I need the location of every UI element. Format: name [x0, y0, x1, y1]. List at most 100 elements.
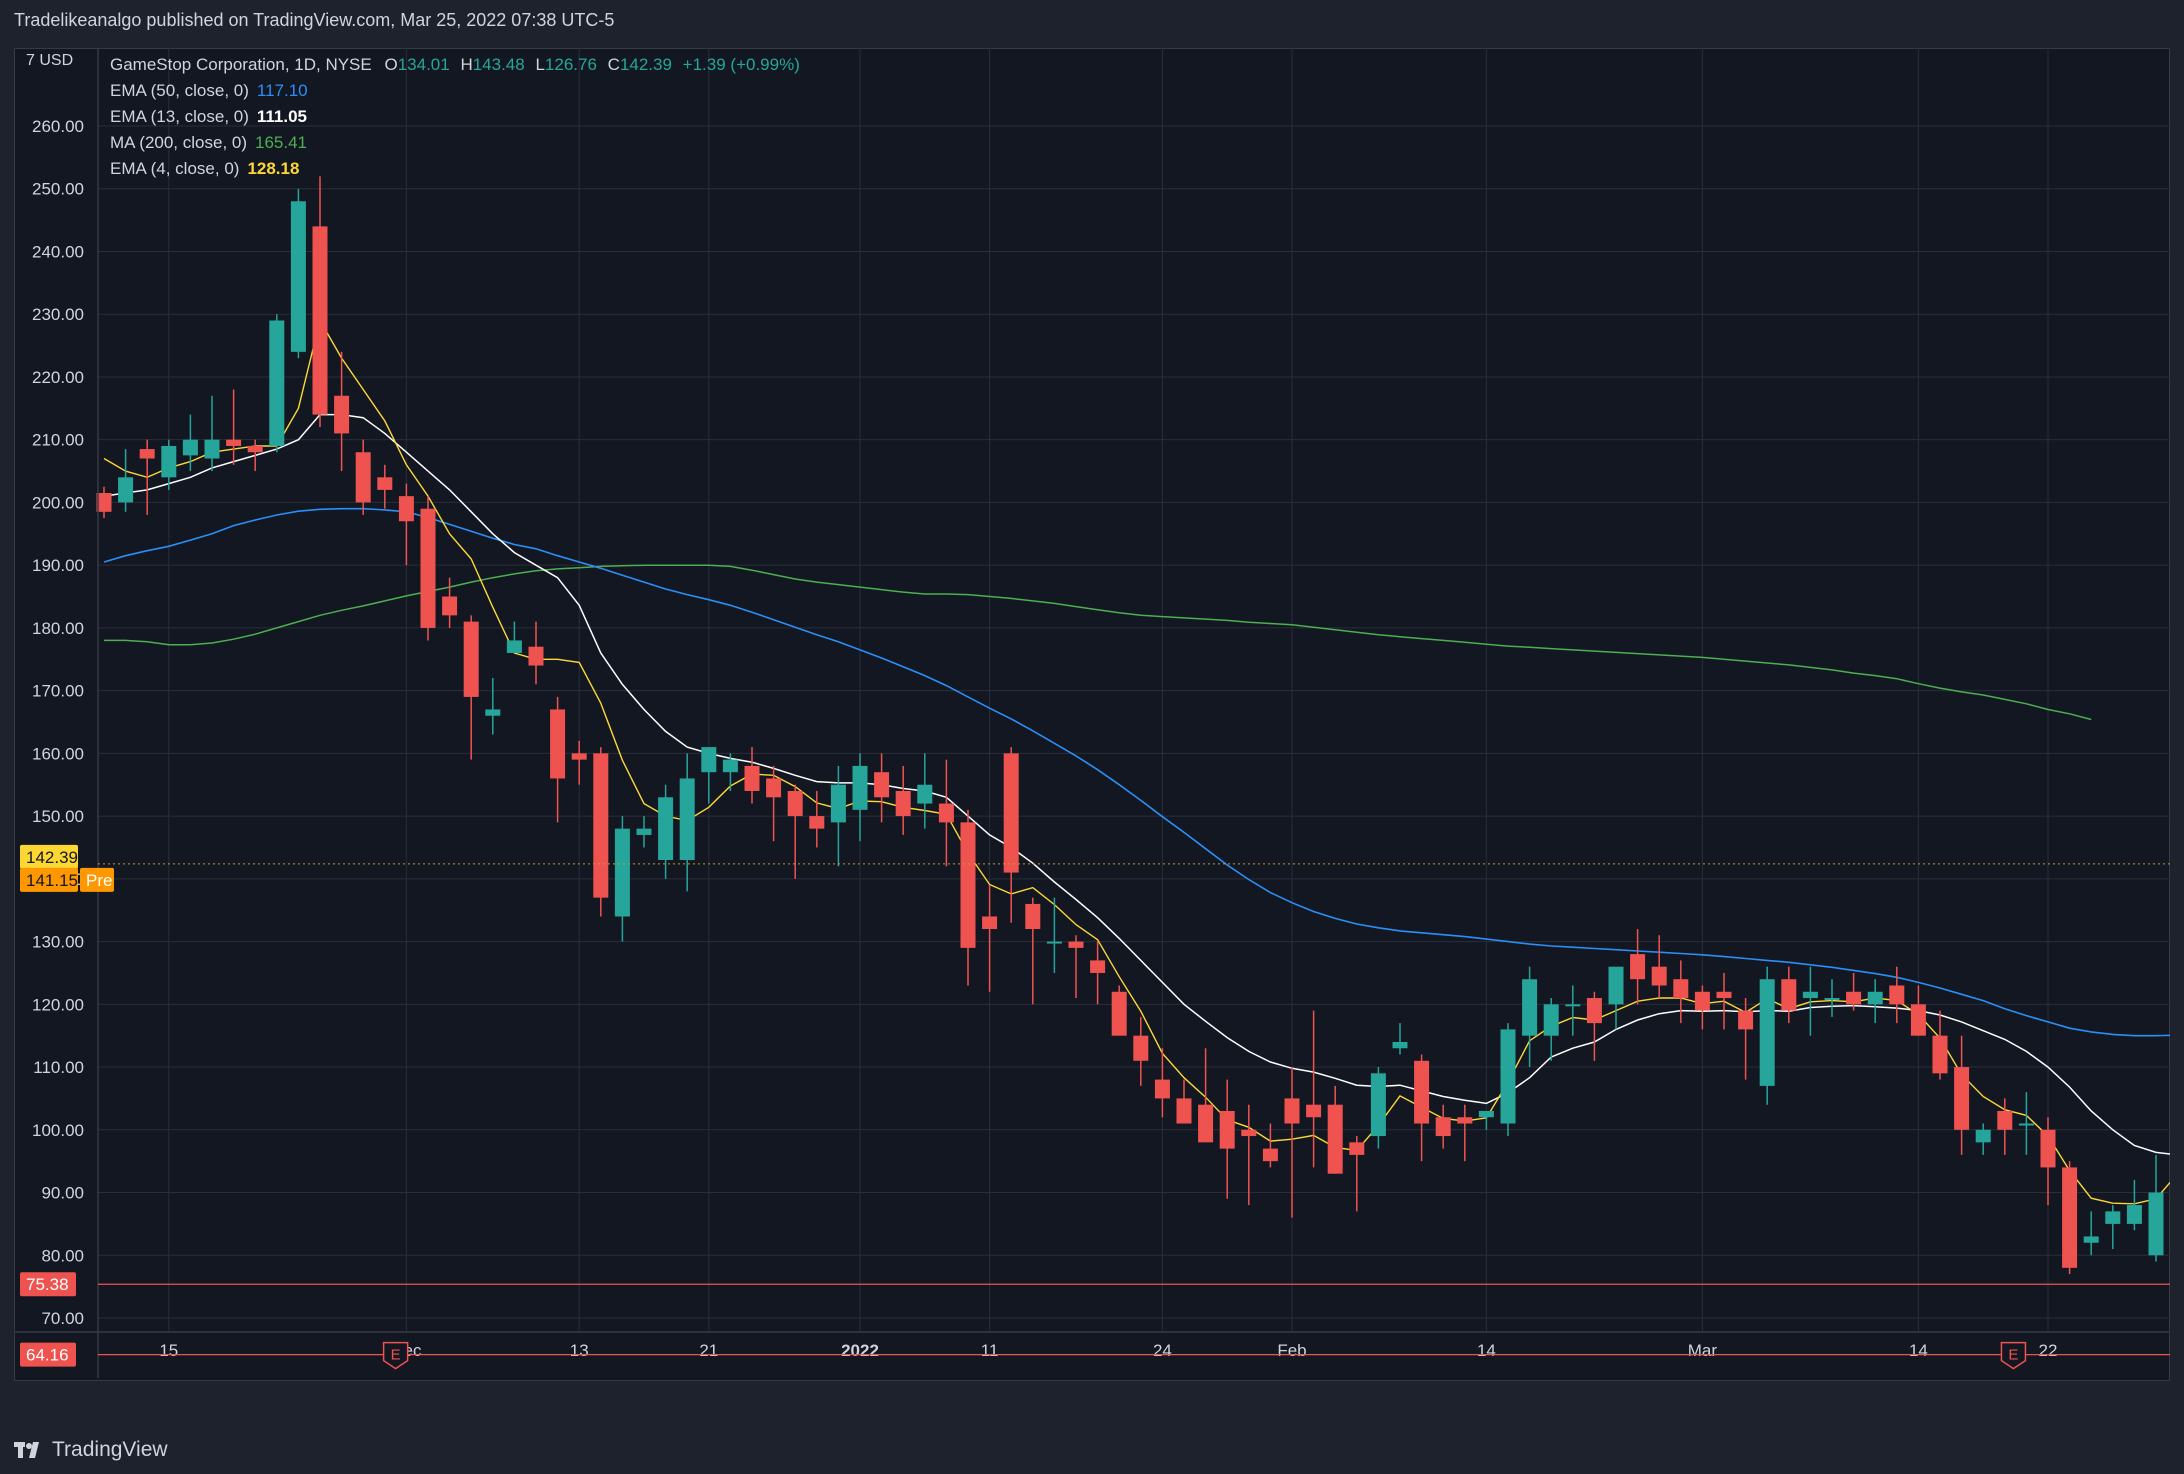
candle-body [809, 816, 825, 829]
legend-ema50[interactable]: EMA (50, close, 0) 117.10 [110, 78, 800, 104]
candle-body [2040, 1129, 2056, 1168]
y-tick-label: 200.00 [32, 493, 84, 512]
earnings-marker-shape [2000, 1341, 2027, 1370]
earnings-marker[interactable]: E [2000, 1341, 2027, 1370]
candle-body [398, 496, 414, 522]
candle-body [1414, 1060, 1430, 1124]
close-label: C [607, 55, 620, 74]
y-tick-label: 190.00 [32, 556, 84, 575]
ema4-value: 128.18 [247, 159, 300, 178]
earnings-marker-shape [382, 1341, 409, 1370]
candle-body [2126, 1205, 2142, 1224]
y-tick-label: 90.00 [41, 1184, 84, 1203]
high-label: H [460, 55, 473, 74]
candle-body [2083, 1236, 2099, 1243]
candle-body [658, 797, 674, 861]
candle-body [766, 778, 782, 798]
candle-body [355, 452, 371, 503]
pre-label-text: Pre [86, 871, 112, 890]
ema50-label: EMA (50, close, 0) [110, 81, 249, 100]
candle-body [1586, 998, 1602, 1024]
last-price-badge: 142.39 [20, 844, 78, 869]
level-badge-2-text: 64.16 [26, 1346, 69, 1365]
earnings-marker-text: E [391, 1347, 401, 1364]
tradingview-icon [14, 1442, 39, 1458]
x-tick-label: 21 [699, 1341, 718, 1360]
symbol-title[interactable]: GameStop Corporation, 1D, NYSE [110, 55, 372, 74]
candle-body [1608, 966, 1624, 1005]
candle-body [1306, 1104, 1322, 1118]
candle-body [1716, 991, 1732, 999]
low-value: 126.76 [544, 55, 597, 74]
candle-body [1694, 991, 1710, 1011]
candle-body [938, 803, 954, 823]
last-price-badge-text: 142.39 [26, 848, 78, 867]
candle-body [1565, 1004, 1581, 1007]
candle-body [2148, 1192, 2164, 1256]
x-tick-label: 14 [1909, 1341, 1928, 1360]
candle-body [1738, 1010, 1754, 1030]
candle-body [593, 753, 609, 898]
candle-body [1435, 1117, 1451, 1137]
pre-price-badge-text: 141.15 [26, 871, 78, 890]
candle-body [1219, 1110, 1235, 1149]
candle-body [463, 621, 479, 697]
ema50-value: 117.10 [256, 81, 308, 100]
level-badge-2-bg [20, 1342, 76, 1367]
legend-ema13[interactable]: EMA (13, close, 0) 111.05 [110, 104, 800, 130]
candle-body [1198, 1104, 1214, 1143]
candle-body [917, 784, 933, 804]
candle-body [118, 477, 134, 503]
tradingview-logo[interactable]: TradingView [14, 1438, 168, 1462]
level-badge-1-text: 75.38 [26, 1275, 69, 1294]
candle-body [2062, 1167, 2078, 1268]
level-badge-2: 64.16 [20, 1342, 76, 1367]
candle-body [550, 709, 566, 779]
candle-body [1478, 1110, 1494, 1118]
ema4-label: EMA (4, close, 0) [110, 159, 240, 178]
candle-body [1781, 979, 1797, 1011]
y-tick-label: 130.00 [32, 933, 84, 952]
candle-body [1824, 998, 1840, 1001]
change-value: +1.39 (+0.99%) [682, 55, 800, 74]
y-tick-label: 250.00 [32, 180, 84, 199]
candle-body [269, 320, 285, 446]
legend-ma200[interactable]: MA (200, close, 0) 165.41 [110, 130, 800, 156]
y-tick-label: 220.00 [32, 368, 84, 387]
earnings-marker[interactable]: E [382, 1341, 409, 1370]
published-line: Tradelikeanalgo published on TradingView… [14, 10, 615, 30]
brand-name: TradingView [52, 1438, 168, 1461]
candle-body [139, 449, 155, 459]
candle-body [1068, 941, 1084, 948]
candle-body [636, 828, 652, 835]
price-chart[interactable]: 70.0080.0090.00100.00110.00120.00130.001… [14, 48, 2170, 1381]
close-value: 142.39 [619, 55, 672, 74]
candle-body [571, 753, 587, 760]
y-tick-label: 160.00 [32, 744, 84, 763]
ema50-line [103, 507, 2170, 1037]
chart-frame[interactable] [14, 48, 2170, 1381]
legend-ema4[interactable]: EMA (4, close, 0) 128.18 [110, 156, 800, 182]
pre-label-bg [80, 867, 114, 892]
currency-label[interactable]: 7 USD [26, 52, 74, 69]
low-label: L [535, 55, 545, 74]
candle-body [960, 822, 976, 948]
y-tick-label: 100.00 [32, 1121, 84, 1140]
candle-body [1090, 960, 1106, 973]
open-value: 134.01 [397, 55, 450, 74]
x-tick-label: 14 [1477, 1341, 1496, 1360]
last-price-badge-bg [20, 844, 78, 869]
candle-body [722, 759, 738, 773]
candle-body [1867, 991, 1883, 1005]
candle-body [1111, 991, 1127, 1036]
candle-body [312, 226, 328, 415]
candle-body [1262, 1148, 1278, 1162]
candle-body [1133, 1035, 1149, 1061]
candle-body [506, 640, 522, 653]
candle-body [895, 791, 911, 817]
candle-body [1846, 991, 1862, 1005]
candle-body [1910, 1004, 1926, 1036]
y-tick-label: 110.00 [33, 1058, 84, 1077]
earnings-marker-text: E [2008, 1347, 2018, 1364]
ema13-label: EMA (13, close, 0) [110, 107, 249, 126]
